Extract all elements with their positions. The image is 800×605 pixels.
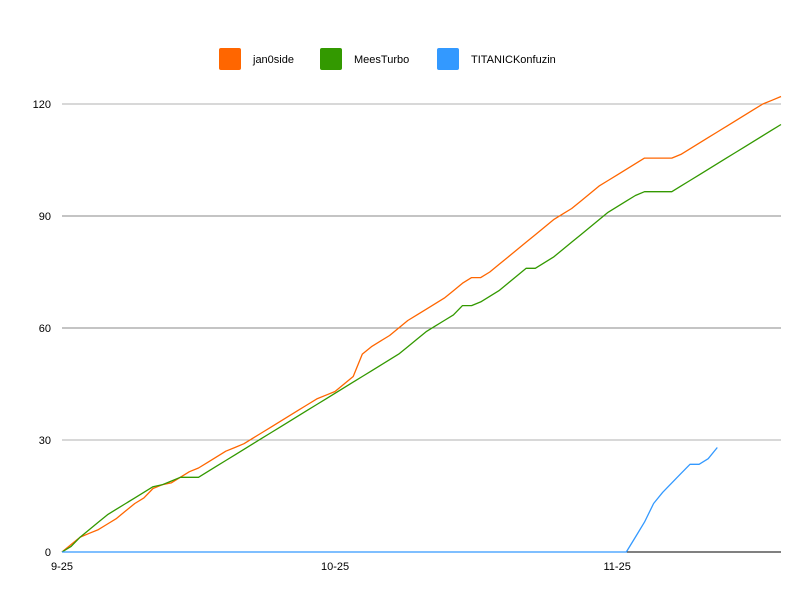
grid-lines: [62, 103, 781, 553]
series-line-MeesTurbo: [61, 123, 782, 553]
y-axis-ticks: 0 30 60 90 120: [33, 99, 51, 559]
legend-label-jan0side: jan0side: [252, 54, 294, 66]
x-tick-label: 9-25: [51, 561, 73, 573]
legend-swatch-jan0side: [219, 48, 241, 70]
y-tick-label: 60: [39, 323, 51, 335]
legend-swatch-TITANICKonfuzin: [437, 48, 459, 70]
series-lines: [61, 95, 782, 553]
y-tick-label: 90: [39, 211, 51, 223]
legend-swatch-MeesTurbo: [320, 48, 342, 70]
series-line-jan0side: [61, 95, 782, 553]
y-tick-label: 30: [39, 435, 51, 447]
legend-label-MeesTurbo: MeesTurbo: [354, 54, 409, 66]
legend-label-TITANICKonfuzin: TITANICKonfuzin: [471, 54, 556, 66]
x-axis-ticks: 9-25 10-25 11-25: [51, 561, 631, 573]
y-tick-label: 0: [45, 547, 51, 559]
x-tick-label: 11-25: [604, 561, 631, 573]
y-tick-label: 120: [33, 99, 51, 111]
series-line-TITANICKonfuzin: [62, 447, 718, 553]
legend: jan0side MeesTurbo TITANICKonfuzin: [219, 48, 556, 70]
x-tick-label: 10-25: [321, 561, 349, 573]
